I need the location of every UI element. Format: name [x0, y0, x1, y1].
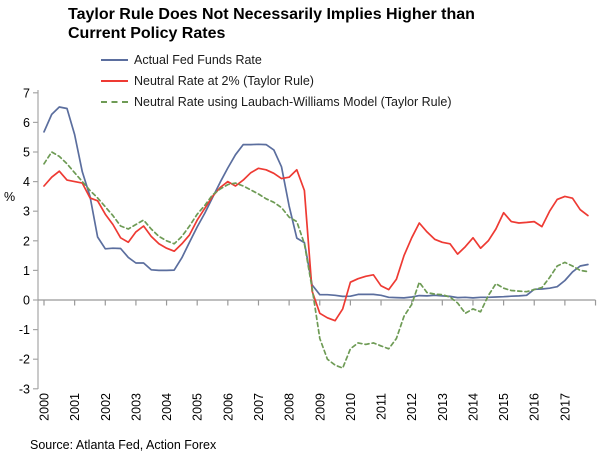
y-axis-unit-label: %: [4, 190, 16, 204]
legend-label: Neutral Rate at 2% (Taylor Rule): [134, 73, 314, 88]
x-tick-label: 2011: [375, 393, 389, 420]
chart-title-line2: Current Policy Rates: [68, 25, 226, 42]
legend-item-laubach-williams: Neutral Rate using Laubach-Williams Mode…: [101, 91, 452, 112]
y-tick-label: 4: [23, 175, 30, 189]
legend-label: Neutral Rate using Laubach-Williams Mode…: [134, 94, 452, 109]
y-tick-label: -3: [19, 382, 30, 396]
y-tick-label: -2: [19, 353, 30, 367]
legend: Actual Fed Funds Rate Neutral Rate at 2%…: [101, 49, 452, 112]
x-tick-label: 2016: [528, 393, 542, 421]
x-tick-label: 2008: [283, 393, 297, 421]
series-line-neutral-rate-using-laubach-williams-model-taylor-rule-: [43, 151, 589, 369]
x-tick-label: 2010: [344, 393, 358, 421]
source-note: Source: Atlanta Fed, Action Forex: [30, 438, 217, 452]
series-line-actual-fed-funds-rate: [43, 106, 589, 299]
y-tick-label: 5: [23, 146, 30, 160]
chart-title: Taylor Rule Does Not Necessarily Implies…: [68, 5, 588, 43]
x-tick-label: 2004: [160, 393, 174, 421]
x-tick-label: 2012: [405, 393, 419, 421]
x-tick-label: 2001: [68, 393, 82, 421]
x-tick-label: 2007: [252, 393, 266, 421]
x-tick-label: 2002: [99, 393, 113, 421]
x-tick-label: 2000: [38, 393, 52, 421]
legend-line-swatch-blue: [101, 58, 128, 61]
y-tick-label: 6: [23, 116, 30, 130]
legend-line-swatch-red: [101, 79, 128, 82]
x-tick-label: 2014: [466, 393, 480, 421]
legend-label: Actual Fed Funds Rate: [134, 52, 262, 67]
chart-title-line1: Taylor Rule Does Not Necessarily Implies…: [68, 6, 475, 23]
x-tick-label: 2009: [313, 393, 327, 421]
y-tick-label: 2: [23, 234, 30, 248]
y-tick-label: 3: [23, 205, 30, 219]
x-tick-label: 2003: [129, 393, 143, 421]
legend-item-taylor-2pct: Neutral Rate at 2% (Taylor Rule): [101, 70, 452, 91]
legend-line-swatch-green: [101, 100, 128, 103]
y-tick-label: 0: [23, 294, 30, 308]
x-tick-label: 2013: [436, 393, 450, 421]
legend-item-actual-ffr: Actual Fed Funds Rate: [101, 49, 452, 70]
y-tick-label: -1: [19, 323, 30, 337]
series-line-neutral-rate-at-2-taylor-rule-: [43, 167, 589, 322]
y-tick-label: 1: [23, 264, 30, 278]
x-tick-label: 2017: [558, 393, 572, 421]
x-tick-label: 2015: [497, 393, 511, 421]
x-tick-label: 2005: [191, 393, 205, 421]
x-tick-label: 2006: [221, 393, 235, 421]
y-tick-label: 7: [23, 86, 30, 100]
